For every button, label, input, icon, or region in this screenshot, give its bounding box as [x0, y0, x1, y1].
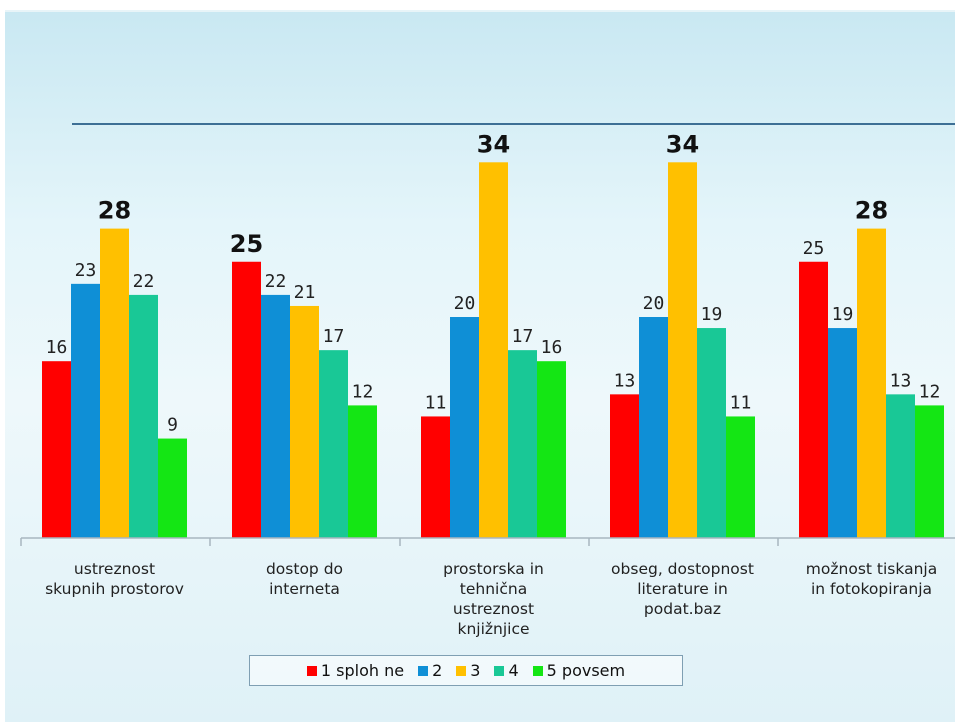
legend-swatch-2 [418, 665, 429, 676]
legend-label-2: 2 [432, 661, 443, 680]
value-label-4-3: 34 [666, 130, 699, 158]
bar-1-5 [158, 438, 187, 538]
legend-swatch-1 [306, 665, 317, 676]
value-label-1-1: 16 [46, 337, 68, 358]
value-label-1-3: 28 [98, 197, 131, 225]
category-label-3-line-4: knjižnjice [457, 620, 529, 638]
value-label-3-2: 20 [454, 293, 476, 314]
category-label-3-line-3: ustreznost [453, 600, 534, 618]
legend-label-3: 3 [470, 661, 481, 680]
legend-item-2: 2 [418, 661, 442, 680]
value-label-2-2: 22 [265, 271, 287, 292]
legend-label-4: 4 [508, 661, 519, 680]
category-label-3-line-2: tehnična [460, 580, 527, 598]
bar-5-4 [886, 394, 915, 538]
bar-4-1 [610, 394, 639, 538]
value-label-2-4: 17 [323, 326, 345, 347]
bar-4-4 [697, 328, 726, 538]
value-label-4-5: 11 [730, 392, 752, 413]
category-label-1-line-1: ustreznost [74, 560, 155, 578]
category-label-4-line-2: literature in [637, 580, 728, 598]
slide-top-edge [5, 10, 955, 12]
bar-3-5 [537, 361, 566, 538]
value-label-2-5: 12 [352, 381, 374, 402]
bar-4-5 [726, 416, 755, 538]
legend-item-3: 3 [456, 661, 480, 680]
bar-5-2 [828, 328, 857, 538]
value-label-5-4: 13 [890, 370, 912, 391]
category-label-2-line-1: dostop do [266, 560, 343, 578]
value-label-4-1: 13 [614, 370, 636, 391]
bar-5-5 [915, 405, 944, 538]
legend: 1 sploh ne 2 3 4 5 povsem [249, 655, 683, 686]
x-axis [20, 537, 955, 546]
value-label-4-2: 20 [643, 293, 665, 314]
value-label-2-1: 25 [230, 230, 263, 258]
bar-3-2 [450, 317, 479, 538]
value-label-2-3: 21 [294, 282, 316, 303]
bar-2-2 [261, 294, 290, 538]
bar-2-1 [232, 261, 261, 538]
value-label-3-1: 11 [425, 392, 447, 413]
category-label-5-line-1: možnost tiskanja [806, 560, 937, 578]
bar-3-3 [479, 162, 508, 539]
bar-4-2 [639, 317, 668, 538]
value-label-1-5: 9 [167, 415, 178, 436]
bar-3-1 [421, 416, 450, 538]
category-label-1-line-2: skupnih prostorov [45, 580, 184, 598]
legend-item-4: 4 [494, 661, 519, 680]
legend-swatch-4 [494, 665, 505, 676]
bars-layer [42, 162, 944, 539]
value-label-5-5: 12 [919, 381, 941, 402]
bar-4-3 [668, 162, 697, 539]
legend-swatch-3 [456, 665, 467, 676]
value-label-5-3: 28 [855, 197, 888, 225]
slide-background: 16 23 28 22 9 25 22 21 17 12 11 20 34 17 16 13 20 34 19 11 2… [5, 10, 955, 722]
legend-label-1: 1 sploh ne [320, 661, 405, 680]
bar-5-1 [799, 261, 828, 538]
value-label-3-3: 34 [477, 130, 510, 158]
header-rule [72, 123, 955, 125]
bar-1-1 [42, 361, 71, 538]
value-label-4-4: 19 [701, 304, 723, 325]
value-label-3-4: 17 [512, 326, 534, 347]
value-labels-layer: 1623282292522211712112034171613203419112… [46, 130, 941, 435]
value-label-1-2: 23 [75, 260, 97, 281]
legend-item-1: 1 sploh ne [306, 661, 405, 680]
category-labels-layer: ustreznost skupnih prostorov dostop do inte… [45, 560, 937, 638]
legend-item-5: 5 povsem [532, 661, 626, 680]
bar-2-4 [319, 350, 348, 538]
bar-5-3 [857, 228, 886, 538]
bar-1-3 [100, 228, 129, 538]
category-label-4-line-3: podat.baz [644, 600, 721, 618]
bar-2-5 [348, 405, 377, 538]
legend-label-5: 5 povsem [546, 661, 626, 680]
category-label-2-line-2: interneta [269, 580, 340, 598]
category-label-4-line-1: obseg, dostopnost [611, 560, 754, 578]
bar-chart: 1623282292522211712112034171613203419112… [20, 130, 955, 638]
category-label-3-line-1: prostorska in [443, 560, 544, 578]
value-label-3-5: 16 [541, 337, 563, 358]
legend-swatch-5 [532, 665, 543, 676]
bar-1-4 [129, 294, 158, 538]
bar-1-2 [71, 283, 100, 538]
value-label-1-4: 22 [133, 271, 155, 292]
bar-2-3 [290, 305, 319, 538]
category-label-5-line-2: in fotokopiranja [811, 580, 932, 598]
value-label-5-2: 19 [832, 304, 854, 325]
bar-3-4 [508, 350, 537, 538]
value-label-5-1: 25 [803, 238, 825, 259]
